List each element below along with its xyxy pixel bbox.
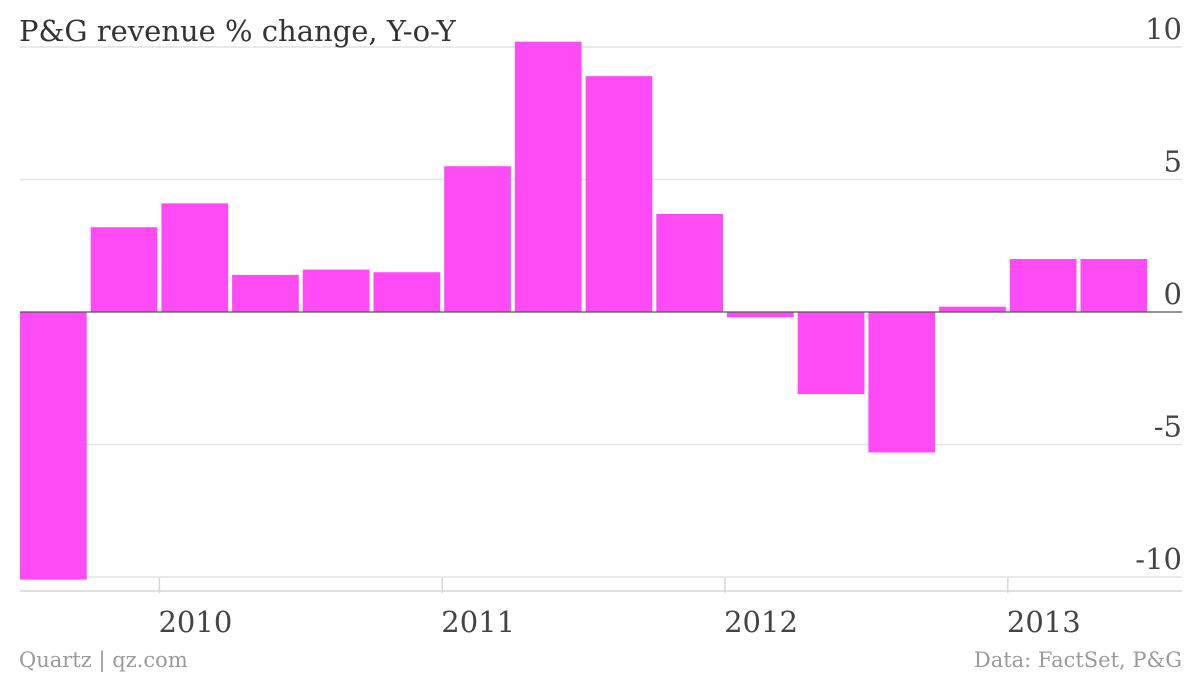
bar [1009, 259, 1077, 312]
y-tick-label: 10 [1145, 12, 1182, 46]
bar [939, 306, 1006, 312]
x-tick-label: 2010 [158, 605, 232, 639]
bar [868, 312, 936, 453]
x-axis: 2010 2011 2012 2013 [20, 578, 1182, 639]
bars [20, 41, 1148, 580]
bar [161, 203, 229, 312]
bar [727, 312, 794, 318]
y-tick-label: 0 [1164, 277, 1182, 311]
y-tick-label: 5 [1164, 145, 1182, 179]
bar [656, 213, 723, 312]
y-axis: 10 5 0 -5 -10 [1135, 12, 1182, 576]
x-tick-label: 2011 [441, 605, 515, 639]
bar [302, 269, 370, 312]
bar [444, 166, 511, 312]
gridlines [20, 46, 1182, 578]
y-tick-label: -10 [1135, 542, 1182, 576]
bar [232, 274, 299, 312]
bar [514, 41, 582, 312]
footer-source: Data: FactSet, P&G [973, 648, 1182, 672]
bar [20, 312, 87, 580]
bar [585, 76, 653, 313]
bar [90, 227, 158, 312]
x-tick-label: 2012 [724, 605, 798, 639]
x-tick-label: 2013 [1007, 605, 1081, 639]
bar [797, 312, 865, 395]
chart-title: P&G revenue % change, Y-o-Y [19, 14, 456, 48]
footer-credit: Quartz | qz.com [19, 648, 188, 672]
y-tick-label: -5 [1154, 410, 1182, 444]
bar [1080, 259, 1148, 312]
bar [373, 272, 441, 312]
